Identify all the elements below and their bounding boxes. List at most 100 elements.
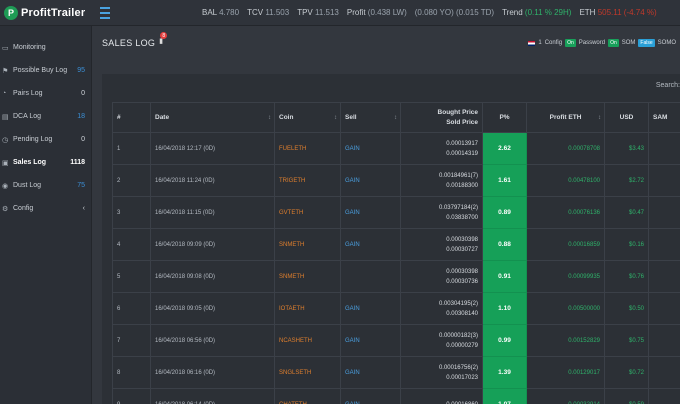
uk-flag-icon[interactable] <box>528 40 536 46</box>
flag-icon: ⚑ <box>2 67 9 75</box>
cell-sam <box>648 196 680 229</box>
table-row[interactable]: 916/04/2018 06:14 (0D)CHATETHGAIN 0.00016… <box>112 388 680 404</box>
cell-profit: 0.00076136 <box>526 196 605 229</box>
col-header-profit[interactable]: Profit ETH ↕ <box>526 102 605 133</box>
sidebar-item-count: ‹ <box>82 205 85 212</box>
som-toggle[interactable]: False <box>638 39 655 47</box>
stat-value: 4.780 <box>219 8 240 17</box>
sidebar-item-dca-log[interactable]: ▤ DCA Log 18 <box>0 105 91 128</box>
sidebar-item-config[interactable]: ⚙ Config ‹ <box>0 197 91 220</box>
cell-coin[interactable]: NCASHETH <box>274 324 341 357</box>
main-content: SALES LOG ▮ 8 1 Config On Password On SOM… <box>92 26 680 404</box>
cell-coin[interactable]: SNMETH <box>274 260 341 293</box>
table-row[interactable]: 6 16/04/2018 09:05 (0D) IOTAETH GAIN 0.00304… <box>112 292 680 325</box>
sold-price: 0.03838700 <box>446 214 478 221</box>
cell-coin[interactable]: GVTETH <box>274 196 341 229</box>
cell-sam <box>648 260 680 293</box>
stat-item: BAL 4.780 <box>202 8 239 17</box>
col-header-date[interactable]: Date ↕ <box>150 102 275 133</box>
table-row[interactable]: 1 16/04/2018 12:17 (0D) FUELETH GAIN 0.00013… <box>112 132 680 165</box>
sidebar-item-sales-log[interactable]: ▣ Sales Log 1118 <box>0 151 91 174</box>
table-row[interactable]: 7 16/04/2018 06:56 (0D) NCASHETH GAIN 0.0000… <box>112 324 680 357</box>
sidebar-item-monitoring[interactable]: ▭ Monitoring <box>0 36 91 59</box>
menu-toggle-icon[interactable] <box>100 3 120 23</box>
config-toggle[interactable]: On <box>565 39 576 47</box>
cell-pct: 0.99 <box>482 324 527 357</box>
col-header-num[interactable]: # <box>112 102 151 133</box>
table-row[interactable]: 4 16/04/2018 09:09 (0D) SNMETH GAIN 0.000303… <box>112 228 680 261</box>
som-label: SOM <box>621 40 636 46</box>
cell-sell: GAIN <box>340 196 401 229</box>
sidebar-item-count: 18 <box>77 113 85 120</box>
stat-value: 11.503 <box>265 8 290 17</box>
table-row[interactable]: 3 16/04/2018 11:15 (0D) GVTETH GAIN 0.037971… <box>112 196 680 229</box>
cell-date: 16/04/2018 06:56 (0D) <box>150 324 275 357</box>
cell-coin[interactable]: FUELETH <box>274 132 341 165</box>
cell-coin[interactable]: SNGLSETH <box>274 356 341 389</box>
cell-usd: $3.43 <box>604 132 649 165</box>
cell-price: 0.00016860 <box>400 388 483 404</box>
table-header-row: # Date ↕ Coin ↕ Sell ↕ Bought Price Sold Pr… <box>112 102 680 133</box>
stat-label: Profit <box>346 8 366 17</box>
cell-coin[interactable]: CHATETH <box>274 388 341 404</box>
list-icon: ▤ <box>2 113 9 121</box>
table-row[interactable]: 2 16/04/2018 11:24 (0D) TRIGETH GAIN 0.00184… <box>112 164 680 197</box>
sort-icon: ↕ <box>334 115 337 121</box>
brand-logo[interactable]: P ProfitTrailer <box>0 0 96 26</box>
sidebar-item-possible-buy-log[interactable]: ⚑ Possible Buy Log 95 <box>0 59 91 82</box>
config-label: Config <box>544 40 563 46</box>
page-title: SALES LOG <box>102 38 156 48</box>
cell-num: 3 <box>112 196 151 229</box>
cell-coin[interactable]: TRIGETH <box>274 164 341 197</box>
col-header-price[interactable]: Bought Price Sold Price <box>400 102 483 133</box>
cell-usd: $0.16 <box>604 228 649 261</box>
col-header-usd[interactable]: USD <box>604 102 649 133</box>
cell-sam <box>648 388 680 404</box>
col-header-sold-label: Sold Price <box>446 118 478 126</box>
cell-price: 0.00304195(2) 0.00308140 <box>400 292 483 325</box>
dust-icon: ◉ <box>2 182 9 190</box>
table-row[interactable]: 8 16/04/2018 06:16 (0D) SNGLSETH GAIN 0.0001… <box>112 356 680 389</box>
clock-icon: ◷ <box>2 136 9 144</box>
sales-table-panel: Search: # Date ↕ Coin ↕ Sell ↕ Bought Price… <box>102 74 680 404</box>
stat-value: (0.438 LW) <box>367 8 407 17</box>
sidebar-item-count: 0 <box>81 90 85 97</box>
stat-label: TPV <box>297 8 313 17</box>
col-header-pct[interactable]: P% <box>482 102 527 133</box>
cell-usd: $0.59 <box>604 388 649 404</box>
col-header-sell-label: Sell <box>345 114 357 121</box>
sidebar-item-label: Pending Log <box>13 136 53 143</box>
cell-num: 1 <box>112 132 151 165</box>
sidebar-item-pairs-log[interactable]: ◔ Pairs Log 0 <box>0 82 91 105</box>
bought-price: 0.00030398 <box>446 268 478 275</box>
cell-sam: 36 <box>648 164 680 197</box>
cell-coin[interactable]: IOTAETH <box>274 292 341 325</box>
sold-price: 0.00308140 <box>446 310 478 317</box>
password-label: Password <box>578 40 606 46</box>
bought-price: 0.03797184(2) <box>438 204 478 211</box>
col-header-sam[interactable]: SAM <box>648 102 680 133</box>
cell-num: 8 <box>112 356 151 389</box>
sidebar-item-dust-log[interactable]: ◉ Dust Log 75 <box>0 174 91 197</box>
col-header-date-label: Date <box>155 114 170 121</box>
notification-icon[interactable]: ▮ 8 <box>159 32 168 45</box>
cell-price: 0.00013917 0.00014319 <box>400 132 483 165</box>
cell-price: 0.03797184(2) 0.03838700 <box>400 196 483 229</box>
sidebar-item-pending-log[interactable]: ◷ Pending Log 0 <box>0 128 91 151</box>
col-header-sell[interactable]: Sell ↕ <box>340 102 401 133</box>
cell-coin[interactable]: SNMETH <box>274 228 341 261</box>
cell-usd: $0.72 <box>604 356 649 389</box>
stat-value: (0.080 YO) (0.015 TD) <box>414 8 495 17</box>
header-toggles: 1 Config On Password On SOM False SOMO <box>528 39 676 47</box>
col-header-coin[interactable]: Coin ↕ <box>274 102 341 133</box>
somo-label: SOMO <box>657 40 676 46</box>
cell-date: 16/04/2018 11:24 (0D) <box>150 164 275 197</box>
cell-sell: GAIN <box>340 292 401 325</box>
sidebar-item-label: Dust Log <box>13 182 42 189</box>
sidebar-item-label: Config <box>13 205 34 212</box>
cell-sell: GAIN <box>340 228 401 261</box>
table-row[interactable]: 5 16/04/2018 09:08 (0D) SNMETH 0.00030398 0.… <box>112 260 680 293</box>
stat-item: ETH 505.11 (-4.74 %) <box>579 8 656 17</box>
cell-profit: 0.00078708 <box>526 132 605 165</box>
password-toggle[interactable]: On <box>608 39 619 47</box>
